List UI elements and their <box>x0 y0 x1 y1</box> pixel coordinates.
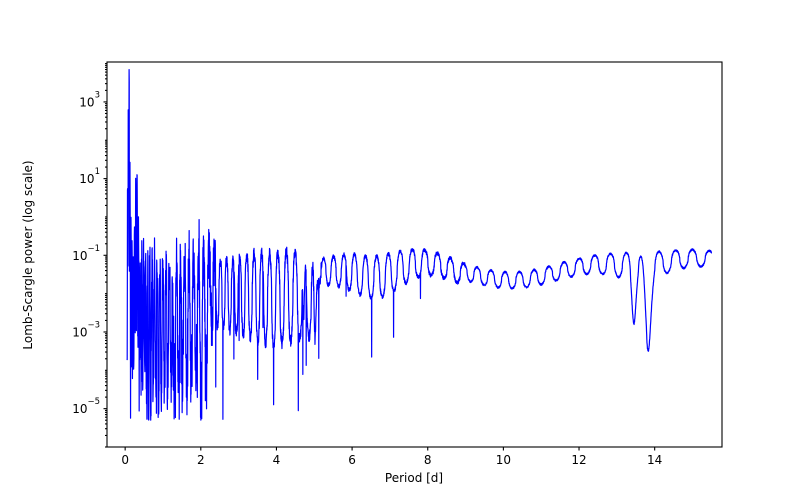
x-tick-label: 0 <box>121 453 129 467</box>
x-tick-label: 8 <box>424 453 432 467</box>
y-tick-label: 10−1 <box>72 244 100 263</box>
x-tick-label: 2 <box>197 453 205 467</box>
x-tick-label: 6 <box>348 453 356 467</box>
y-tick-label: 10−3 <box>72 320 100 339</box>
x-tick-label: 14 <box>647 453 662 467</box>
axes-spines <box>106 61 723 448</box>
series-group <box>126 69 713 421</box>
x-axis-label: Period [d] <box>385 471 443 485</box>
y-tick-label: 101 <box>79 167 100 186</box>
y-tick-label: 103 <box>79 90 100 109</box>
x-axis-ticks: 0 2 4 6 8 10 12 14 <box>121 447 662 467</box>
y-axis-label: Lomb-Scargle power (log scale) <box>21 160 35 349</box>
y-axis-ticks: 10−5 10−3 10−1 101 103 <box>72 63 107 448</box>
lomb-scargle-power-line <box>126 69 713 421</box>
y-tick-label: 10−5 <box>72 397 100 416</box>
x-tick-label: 12 <box>571 453 586 467</box>
x-tick-label: 4 <box>273 453 281 467</box>
x-tick-label: 10 <box>496 453 511 467</box>
